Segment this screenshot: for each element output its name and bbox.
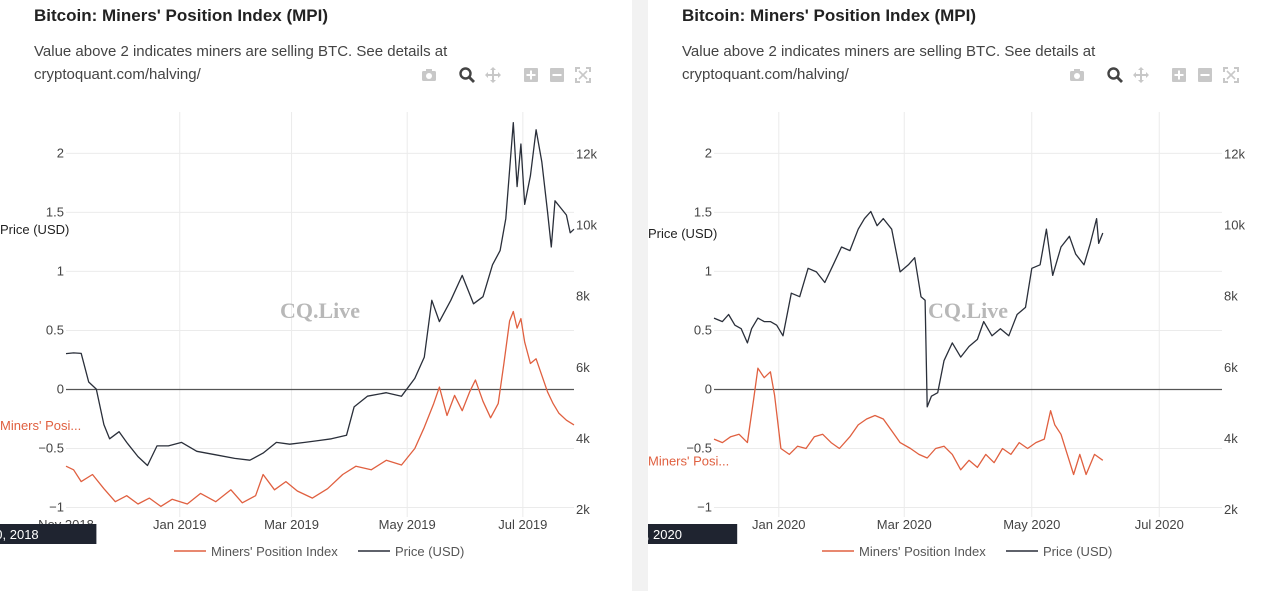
y-right-tick-label: 10k bbox=[1224, 218, 1245, 233]
y-left-tick-label: 1 bbox=[57, 263, 64, 278]
chart-panel-left: Bitcoin: Miners' Position Index (MPI) Va… bbox=[0, 0, 632, 591]
x-hover-date-text: Jun 4, 2020 bbox=[648, 527, 682, 542]
subtitle-link[interactable]: cryptoquant.com/halving/ bbox=[34, 66, 201, 83]
legend-label-price: Price (USD) bbox=[395, 544, 464, 559]
x-hover-date-text: Nov 10, 2018 bbox=[0, 527, 39, 542]
x-tick-label: Jan 2019 bbox=[153, 517, 207, 532]
mpi-hover-label-series-label: Miners' Posi... bbox=[0, 418, 81, 433]
y-right-tick-label: 8k bbox=[1224, 289, 1238, 304]
y-left-tick-label: 2 bbox=[57, 145, 64, 160]
x-hover-date-box bbox=[648, 524, 738, 544]
y-right-tick-label: 2k bbox=[576, 502, 590, 517]
plot-area[interactable]: CQ.Live 2 1.5 1 0.5 0 −0.5 −1 12k 10k 8k 6k 4k 2k Jan … bbox=[648, 0, 1280, 591]
x-tick-label: Jan 2020 bbox=[752, 517, 806, 532]
y-left-tick-label: 1 bbox=[705, 263, 712, 278]
y-left-tick-label: −0.5 bbox=[38, 441, 64, 456]
price-hover-label-value: 6,403.857 bbox=[0, 222, 58, 237]
camera-icon[interactable] bbox=[1068, 66, 1086, 84]
legend-item-price[interactable]: Price (USD) bbox=[1006, 544, 1112, 559]
autoscale-icon[interactable] bbox=[1222, 66, 1240, 84]
mpi-series-line[interactable] bbox=[65, 310, 575, 508]
camera-icon[interactable] bbox=[420, 66, 438, 84]
y-left-tick-label: −1 bbox=[697, 500, 712, 515]
x-tick-label: May 2019 bbox=[379, 517, 436, 532]
price-series-line[interactable] bbox=[713, 210, 1104, 408]
y-right-tick-label: 4k bbox=[1224, 431, 1238, 446]
legend: Miners' Position Index Price (USD) bbox=[822, 544, 1112, 559]
legend-item-mpi[interactable]: Miners' Position Index bbox=[174, 544, 338, 559]
autoscale-icon[interactable] bbox=[574, 66, 592, 84]
chart-title: Bitcoin: Miners' Position Index (MPI) bbox=[34, 6, 328, 25]
y-left-tick-label: 0.5 bbox=[694, 322, 712, 337]
zoom-icon[interactable] bbox=[458, 66, 476, 84]
zoom-in-icon[interactable] bbox=[522, 66, 540, 84]
x-hover-date-box bbox=[0, 524, 97, 544]
y-right-tick-label: 4k bbox=[576, 431, 590, 446]
legend-label-mpi: Miners' Position Index bbox=[211, 544, 338, 559]
x-hover-date-label: Nov 10, 2018 bbox=[0, 524, 97, 544]
zoom-out-icon[interactable] bbox=[548, 66, 566, 84]
mpi-series-line[interactable] bbox=[713, 367, 1104, 476]
price-hover-label-series-label: Price (USD) bbox=[0, 222, 69, 237]
y-right-tick-label: 10k bbox=[576, 218, 597, 233]
x-tick-label: Mar 2019 bbox=[264, 517, 319, 532]
y-right-tick-label: 6k bbox=[1224, 360, 1238, 375]
zoom-out-icon[interactable] bbox=[1196, 66, 1214, 84]
y-right-tick-label: 12k bbox=[576, 147, 597, 162]
legend-label-mpi: Miners' Position Index bbox=[859, 544, 986, 559]
x-hover-date-label: Jun 4, 2020 bbox=[648, 524, 738, 544]
legend-label-price: Price (USD) bbox=[1043, 544, 1112, 559]
watermark: CQ.Live bbox=[280, 298, 360, 323]
price-hover-label-series-label: Price (USD) bbox=[648, 226, 717, 241]
subtitle-line-1: Value above 2 indicates miners are selli… bbox=[682, 43, 1096, 60]
zoom-icon[interactable] bbox=[1106, 66, 1124, 84]
pan-icon[interactable] bbox=[484, 66, 502, 84]
price-series-line[interactable] bbox=[65, 122, 575, 467]
gridlines bbox=[66, 112, 574, 517]
y-right-tick-label: 12k bbox=[1224, 147, 1245, 162]
gridlines bbox=[714, 112, 1222, 517]
mpi-hover-label-value: −0.7761562 bbox=[0, 418, 69, 433]
subtitle-line-1: Value above 2 indicates miners are selli… bbox=[34, 43, 448, 60]
watermark: CQ.Live bbox=[928, 298, 1008, 323]
x-tick-label: Jul 2020 bbox=[1135, 517, 1184, 532]
y-left-tick-label: 0 bbox=[705, 381, 712, 396]
y-right-tick-label: 8k bbox=[576, 289, 590, 304]
chart-subtitle: Value above 2 indicates miners are selli… bbox=[682, 40, 1162, 86]
price-hover-label-value: 9.79457k bbox=[648, 226, 702, 241]
y-left-tick-label: 1.5 bbox=[46, 204, 64, 219]
y-left-tick-label: −1 bbox=[49, 500, 64, 515]
plot-area[interactable]: CQ.Live 2 1.5 1 0.5 0 −0.5 −1 12k 10k 8k 6k 4k 2k Nov … bbox=[0, 0, 632, 591]
pan-icon[interactable] bbox=[1132, 66, 1150, 84]
x-tick-label: Mar 2020 bbox=[877, 517, 932, 532]
legend-item-mpi[interactable]: Miners' Position Index bbox=[822, 544, 986, 559]
legend-item-price[interactable]: Price (USD) bbox=[358, 544, 464, 559]
subtitle-link[interactable]: cryptoquant.com/halving/ bbox=[682, 66, 849, 83]
y-right-tick-label: 2k bbox=[1224, 502, 1238, 517]
zoom-in-icon[interactable] bbox=[1170, 66, 1188, 84]
y-left-tick-label: 2 bbox=[705, 145, 712, 160]
chart-subtitle: Value above 2 indicates miners are selli… bbox=[34, 40, 514, 86]
legend: Miners' Position Index Price (USD) bbox=[174, 544, 464, 559]
y-left-tick-label: 0 bbox=[57, 381, 64, 396]
y-left-tick-label: 1.5 bbox=[694, 204, 712, 219]
y-left-tick-label: −0.5 bbox=[686, 441, 712, 456]
x-tick-label: Jul 2019 bbox=[498, 517, 547, 532]
mpi-hover-label-value: −0.5995207 bbox=[648, 453, 717, 468]
x-tick-label: May 2020 bbox=[1003, 517, 1060, 532]
y-right-tick-label: 6k bbox=[576, 360, 590, 375]
chart-panel-right: Bitcoin: Miners' Position Index (MPI) Va… bbox=[648, 0, 1280, 591]
chart-title: Bitcoin: Miners' Position Index (MPI) bbox=[682, 6, 976, 25]
mpi-hover-label-series-label: Miners' Posi... bbox=[648, 453, 729, 468]
y-left-tick-label: 0.5 bbox=[46, 322, 64, 337]
